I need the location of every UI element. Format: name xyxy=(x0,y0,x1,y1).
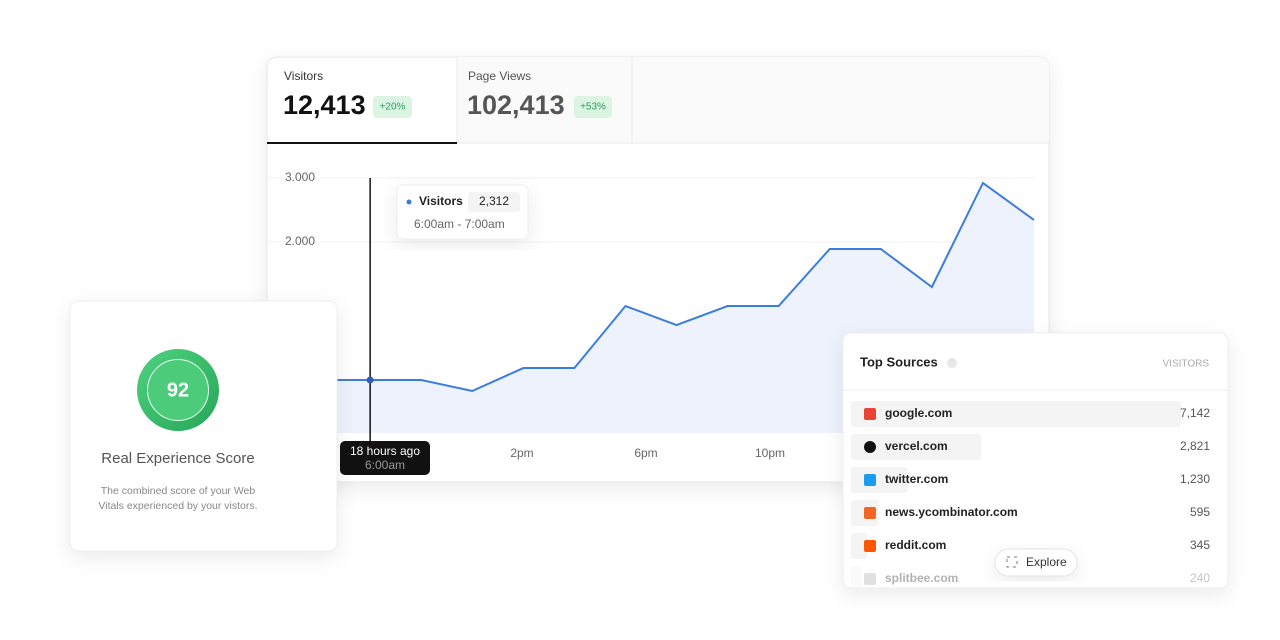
x-tick-label: 2pm xyxy=(510,446,533,460)
source-value: 240 xyxy=(1190,571,1210,585)
tooltip-series: Visitors xyxy=(419,194,463,208)
tooltip-range: 6:00am - 7:00am xyxy=(414,217,505,231)
x-tick-label: 10pm xyxy=(755,446,785,460)
source-icon xyxy=(864,408,876,420)
source-bar xyxy=(851,401,1181,427)
column-header: VISITORS xyxy=(1163,359,1210,370)
source-name: twitter.com xyxy=(885,472,948,486)
source-value: 345 xyxy=(1190,538,1210,552)
source-row[interactable]: news.ycombinator.com 595 xyxy=(851,500,1210,526)
line xyxy=(268,181,1035,393)
y-tick-label: 3.000 xyxy=(285,170,315,184)
change-text: +53% xyxy=(580,102,606,113)
source-name: splitbee.com xyxy=(885,571,958,585)
source-icon xyxy=(864,474,876,486)
tab[interactable]: Page Views 102,413 +53% xyxy=(467,69,612,120)
change-badge xyxy=(373,96,412,118)
button-icon xyxy=(1006,556,1018,568)
source-row[interactable]: splitbee.com 240 xyxy=(851,566,1210,592)
button-label: Explore xyxy=(1026,555,1067,569)
score-card: 92 Real Experience Score The combined sc… xyxy=(69,300,338,552)
source-name: reddit.com xyxy=(885,538,946,552)
tooltip-value-bg xyxy=(468,192,520,212)
source-name: news.ycombinator.com xyxy=(885,505,1018,519)
cursor-time: 6:00am xyxy=(365,458,405,472)
tab-value: 12,413 xyxy=(283,90,366,120)
source-icon xyxy=(864,441,876,453)
score-value: 92 xyxy=(167,379,189,401)
change-badge xyxy=(574,96,612,118)
button-bg xyxy=(994,548,1078,577)
source-bar xyxy=(851,467,908,493)
card-bg xyxy=(69,300,338,552)
source-value: 7,142 xyxy=(1180,406,1210,420)
cursor-badge xyxy=(340,441,430,475)
tab-label: Visitors xyxy=(284,69,323,83)
card-bg xyxy=(842,332,1229,589)
hover-point xyxy=(366,376,374,384)
source-icon xyxy=(864,573,876,585)
source-row[interactable]: google.com 7,142 xyxy=(851,401,1210,427)
x-tick-label: 6pm xyxy=(634,446,657,460)
tooltip-dot xyxy=(406,199,412,205)
source-bar xyxy=(851,533,867,559)
source-icon xyxy=(864,540,876,552)
score-title: Real Experience Score xyxy=(101,450,254,467)
source-value: 595 xyxy=(1190,505,1210,519)
tab-value: 102,413 xyxy=(467,90,565,120)
source-row[interactable]: vercel.com 2,821 xyxy=(851,434,1210,460)
source-row[interactable]: twitter.com 1,230 xyxy=(851,467,1210,493)
score-ring xyxy=(137,349,219,431)
source-icon xyxy=(864,507,876,519)
sources-card: Top Sources VISITORS google.com 7,142 verc… xyxy=(842,332,1229,592)
sources-title: Top Sources xyxy=(860,354,938,369)
y-tick-label: 2.000 xyxy=(285,234,315,248)
info-icon xyxy=(947,358,957,368)
explore-button[interactable]: Explore xyxy=(994,548,1078,577)
score-description: The combined score of your Web Vitals ex… xyxy=(98,485,258,512)
source-bar xyxy=(851,566,863,592)
source-name: vercel.com xyxy=(885,439,948,453)
source-name: google.com xyxy=(885,406,952,420)
tab-bg xyxy=(457,57,1049,143)
source-value: 1,230 xyxy=(1180,472,1210,486)
tab[interactable]: Visitors 12,413 +20% xyxy=(283,69,412,120)
source-value: 2,821 xyxy=(1180,439,1210,453)
score-fill xyxy=(148,360,208,420)
cursor-relative: 18 hours ago xyxy=(350,444,420,458)
source-row[interactable]: reddit.com 345 xyxy=(851,533,1210,559)
tooltip-value: 2,312 xyxy=(479,194,509,208)
score-description-box: The combined score of your Web Vitals ex… xyxy=(98,485,258,512)
tab-label: Page Views xyxy=(468,69,531,83)
source-bar xyxy=(851,434,982,460)
change-text: +20% xyxy=(380,102,406,113)
